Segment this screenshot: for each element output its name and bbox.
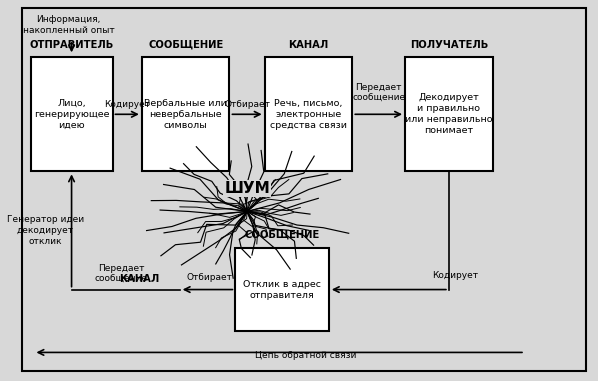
FancyBboxPatch shape — [236, 248, 329, 331]
FancyBboxPatch shape — [22, 8, 586, 371]
Text: Речь, письмо,
электронные
средства связи: Речь, письмо, электронные средства связи — [270, 99, 347, 130]
Text: Отбирает: Отбирает — [224, 99, 270, 109]
Text: СООБЩЕНИЕ: СООБЩЕНИЕ — [245, 230, 320, 240]
Text: Кодирует: Кодирует — [432, 271, 478, 280]
Text: Передает
сообщение: Передает сообщение — [94, 264, 148, 284]
Text: Отбирает: Отбирает — [186, 273, 232, 282]
Text: Кодирует: Кодирует — [104, 99, 150, 109]
Text: ОТПРАВИТЕЛЬ: ОТПРАВИТЕЛЬ — [29, 40, 114, 50]
Text: Вербальные или
невербальные
символы: Вербальные или невербальные символы — [144, 99, 227, 130]
FancyBboxPatch shape — [142, 57, 230, 171]
Text: Генератор идеи
декодирует
отклик: Генератор идеи декодирует отклик — [7, 215, 84, 246]
Text: ПОЛУЧАТЕЛЬ: ПОЛУЧАТЕЛЬ — [410, 40, 488, 50]
Text: ШУМ: ШУМ — [224, 181, 270, 196]
Text: КАНАЛ: КАНАЛ — [119, 274, 159, 284]
Text: Передает
сообщение: Передает сообщение — [352, 83, 405, 103]
FancyBboxPatch shape — [264, 57, 352, 171]
Text: СООБЩЕНИЕ: СООБЩЕНИЕ — [148, 40, 223, 50]
Text: Декодирует
и правильно
или неправильно
понимает: Декодирует и правильно или неправильно п… — [405, 93, 493, 136]
Text: КАНАЛ: КАНАЛ — [288, 40, 328, 50]
FancyBboxPatch shape — [30, 57, 112, 171]
Text: Лицо,
генерирующее
идею: Лицо, генерирующее идею — [34, 99, 109, 130]
Text: Информация,
накопленный опыт: Информация, накопленный опыт — [23, 15, 114, 35]
Text: Отклик в адрес
отправителя: Отклик в адрес отправителя — [243, 280, 321, 299]
Text: Цепь обратной связи: Цепь обратной связи — [255, 351, 356, 360]
FancyBboxPatch shape — [405, 57, 493, 171]
